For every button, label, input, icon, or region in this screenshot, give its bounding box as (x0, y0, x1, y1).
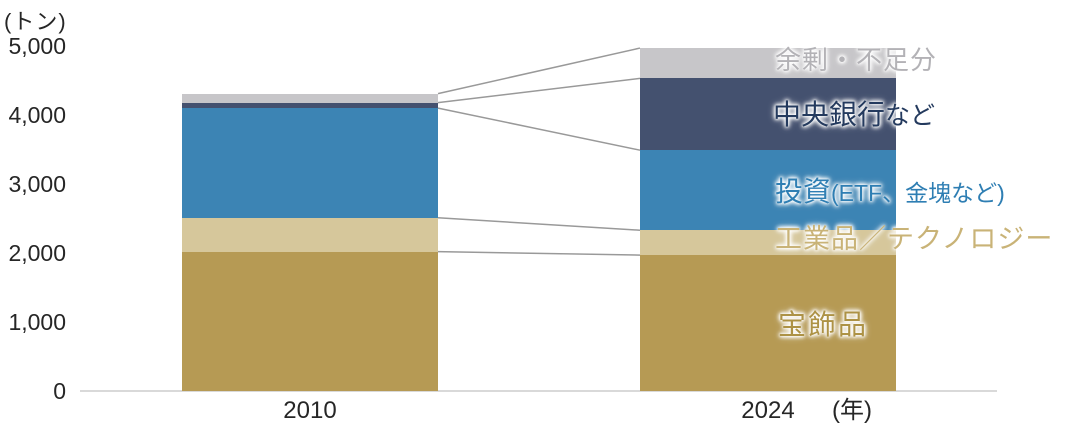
series-label-surplus-text: 余剰・不足分 (775, 45, 938, 75)
connector-line-0 (437, 250, 641, 256)
series-label-central-bank-main: 中央銀行 (773, 99, 886, 130)
bar-segment-2024-series4 (640, 48, 896, 79)
x-axis-label-2010: 2010 (283, 397, 337, 424)
y-tick-0: 0 (53, 378, 66, 404)
y-tick-5000: 5,000 (8, 33, 66, 59)
bar-segment-2024-series3 (640, 78, 896, 151)
series-label-investment-sub: (ETF、金塊など) (831, 180, 1005, 206)
x-axis-line (80, 390, 997, 392)
bar-segment-2010-series3 (182, 102, 438, 109)
series-label-central-bank: 中央銀行 など (773, 101, 935, 129)
connector-line-3 (437, 77, 641, 104)
series-label-surplus: 余剰・不足分 (775, 47, 937, 73)
bar-segment-2024-series0 (640, 255, 896, 391)
series-label-industry-technology: 工業品／テクノロジー (775, 226, 1053, 253)
y-tick-2000: 2,000 (8, 240, 66, 266)
series-label-industry-text: 工業品／テクノロジー (775, 224, 1054, 254)
bar-segment-2010-series2 (182, 108, 438, 218)
connector-line-2 (437, 107, 641, 151)
x-axis-unit-label: (年) (832, 397, 872, 424)
bar-segment-2010-series1 (182, 217, 438, 252)
bar-segment-2010-series4 (182, 93, 438, 103)
series-label-jewelry: 宝飾品 (778, 311, 868, 339)
series-label-jewelry-text: 宝飾品 (778, 309, 869, 340)
y-tick-3000: 3,000 (8, 171, 66, 197)
y-tick-1000: 1,000 (8, 309, 66, 335)
series-label-central-bank-sub: など (885, 102, 936, 130)
bar-segment-2024-series2 (640, 150, 896, 231)
bar-segment-2024-series1 (640, 230, 896, 256)
bar-segment-2010-series0 (182, 251, 438, 391)
connector-line-1 (437, 217, 641, 231)
y-tick-4000: 4,000 (8, 102, 66, 128)
x-axis-label-2024: 2024 (741, 397, 795, 424)
y-axis-unit-label: (トン) (4, 9, 67, 34)
series-label-investment: 投資 (ETF、金塊など) (775, 178, 1005, 206)
connector-line-4 (437, 47, 641, 95)
series-label-investment-main: 投資 (775, 176, 832, 207)
